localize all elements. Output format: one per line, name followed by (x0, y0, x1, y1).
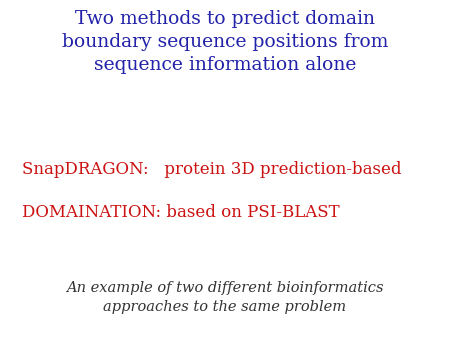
Text: DOMAINATION: based on PSI-BLAST: DOMAINATION: based on PSI-BLAST (22, 204, 340, 221)
Text: Two methods to predict domain
boundary sequence positions from
sequence informat: Two methods to predict domain boundary s… (62, 10, 388, 74)
Text: SnapDRAGON:   protein 3D prediction-based: SnapDRAGON: protein 3D prediction-based (22, 161, 402, 177)
Text: An example of two different bioinformatics
approaches to the same problem: An example of two different bioinformati… (66, 281, 384, 314)
